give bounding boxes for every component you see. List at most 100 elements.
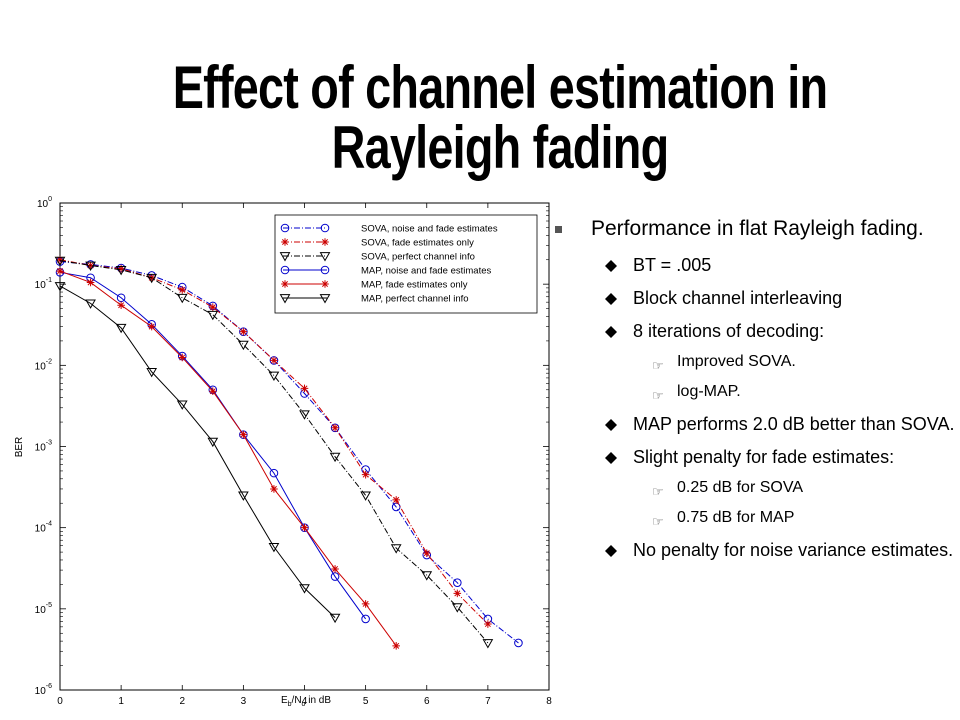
data-point-circle [320,223,330,233]
data-point-star [453,589,462,598]
bullet-text: MAP performs 2.0 dB better than SOVA. [633,414,955,434]
series-5 [54,282,341,624]
data-point-triangle [299,584,310,594]
bullet-log-map: ☞ log-MAP. [555,381,955,403]
bullet-text: Block channel interleaving [633,288,843,308]
y-tick-label: 10-1 [35,277,52,291]
bullet-penalty-sova: ☞ 0.25 dB for SOVA [555,477,955,499]
data-point-triangle [207,310,219,321]
series-line [59,259,489,625]
pointing-hand-icon: ☞ [652,358,664,373]
bullet-penalty: Slight penalty for fade estimates: [555,444,955,470]
data-point-triangle [360,491,371,501]
data-point-star [270,485,278,493]
bullet-penalty-map: ☞ 0.75 dB for MAP [555,507,955,529]
x-tick-label: 6 [424,696,430,707]
data-point-triangle [319,294,331,304]
data-point-star [178,286,187,294]
diamond-bullet-icon [605,293,617,305]
data-point-star [321,280,329,288]
legend-entry: SOVA, perfect channel info [361,252,475,263]
y-tick-label: 10-2 [35,358,52,372]
legend-entry: MAP, perfect channel info [361,294,469,305]
bullet-text: Improved SOVA. [677,353,796,370]
legend-entry: SOVA, fade estimates only [361,238,474,249]
slide-title: Effect of channel estimation in Rayleigh… [110,58,890,178]
x-tick-label: 8 [546,696,552,707]
y-tick-label: 10-5 [35,602,52,616]
x-tick-label: 5 [363,696,369,707]
data-point-triangle [54,256,66,267]
bullet-text: Slight penalty for fade estimates: [633,447,895,467]
data-point-triangle [329,452,341,463]
series-line [59,270,397,647]
bullet-text: log-MAP. [677,383,741,400]
x-axis-label: Eb/No in dB [281,695,331,708]
slide-title-line-2: Rayleigh fading [331,114,670,181]
data-point-star [56,255,64,264]
x-tick-label: 7 [485,696,491,707]
data-point-triangle [268,371,280,381]
diamond-bullet-icon [605,452,617,464]
pointing-hand-icon: ☞ [652,388,664,403]
bullet-performance: Performance in flat Rayleigh fading. [555,214,955,244]
diamond-bullet-icon [605,545,617,557]
data-point-triangle [299,410,310,420]
data-point-triangle [207,437,219,448]
data-point-star [392,496,400,504]
legend-entry: MAP, noise and fade estimates [361,266,492,277]
data-point-triangle [279,294,291,304]
data-point-triangle [176,400,188,410]
series-line [59,260,489,644]
data-point-star [331,423,339,432]
data-point-circle [320,265,330,275]
diamond-bullet-icon [605,326,617,338]
data-point-star [86,278,95,287]
data-point-triangle [115,265,127,276]
ber-chart: 0 1 2 3 4 5 6 7 8 100 10-1 10-2 10-3 10-4 10-5 10-6 SOV… [14,196,552,708]
data-point-star [300,523,309,532]
data-point-star [281,238,289,246]
data-point-circle [514,638,523,648]
data-point-star [361,600,370,608]
data-point-star [361,470,370,479]
x-tick-label: 4 [302,696,308,707]
data-point-triangle [482,639,494,649]
y-tick-label: 100 [37,196,52,210]
data-point-star [178,353,187,362]
data-point-star [147,322,156,331]
bullet-text: 0.25 dB for SOVA [677,479,803,496]
bullet-text: Performance in flat Rayleigh fading. [591,217,924,240]
bullet-map-better: MAP performs 2.0 dB better than SOVA. [555,411,955,437]
data-point-triangle [390,544,402,554]
series-2 [54,256,494,649]
data-point-triangle [451,603,463,613]
data-point-circle [280,265,290,275]
data-point-circle [453,578,462,587]
data-point-triangle [176,293,188,304]
data-point-circle [280,223,290,233]
data-point-triangle [146,273,158,284]
legend-box [274,214,538,314]
data-point-star [321,238,329,246]
data-point-triangle [238,340,249,351]
data-point-triangle [421,571,433,581]
bullet-text: 8 iterations of decoding: [633,321,825,341]
bullet-text: 0.75 dB for MAP [677,509,795,526]
bullet-text: No penalty for noise variance estimates. [633,540,954,560]
data-point-star [209,387,217,396]
square-bullet-icon [555,226,562,233]
x-tick-label: 1 [118,696,124,707]
pointing-hand-icon: ☞ [652,484,664,499]
bullet-iterations: 8 iterations of decoding: [555,318,955,344]
y-tick-label: 10-4 [35,521,52,535]
bullet-bt: BT = .005 [555,252,955,278]
data-point-circle [361,614,370,624]
bullet-no-penalty: No penalty for noise variance estimates. [555,537,955,563]
series-line [59,285,336,618]
x-tick-label: 2 [179,696,185,707]
data-point-star [209,303,217,312]
y-tick-label: 10-6 [35,683,52,697]
series-4 [56,267,400,650]
data-point-triangle [115,323,127,334]
